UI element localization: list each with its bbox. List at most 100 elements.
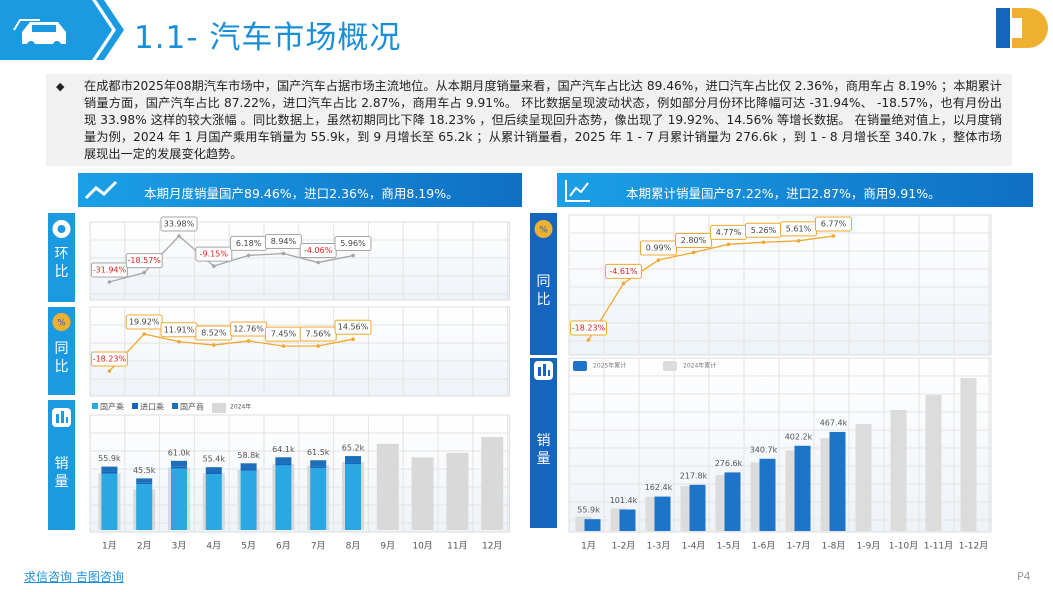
data-label: 7.56% <box>305 329 331 338</box>
bar <box>829 431 846 531</box>
x-tick-label: 1-5月 <box>717 541 741 552</box>
data-label: 12.76% <box>233 324 264 333</box>
label-box <box>125 314 163 330</box>
legend-swatch <box>573 361 587 371</box>
x-tick-label: 1-9月 <box>857 541 881 552</box>
x-tick-label: 1-7月 <box>787 541 811 552</box>
point <box>281 344 286 348</box>
point <box>761 240 766 245</box>
bar-segment <box>136 484 153 530</box>
legend-label: 进口乘 <box>140 402 164 412</box>
side-icon <box>534 220 553 238</box>
bar-segment <box>275 463 292 466</box>
bar-segment <box>345 462 361 465</box>
bar <box>654 496 671 531</box>
point <box>726 242 731 247</box>
bar-segment <box>101 473 118 530</box>
x-tick-label: 10月 <box>412 541 432 552</box>
point <box>796 239 801 243</box>
label-box <box>160 216 198 232</box>
line <box>108 333 354 372</box>
bar-segment <box>310 467 327 530</box>
legend-label: 2024年累计 <box>683 362 716 370</box>
bar <box>584 519 601 531</box>
car-icon <box>13 19 66 49</box>
point <box>107 280 112 284</box>
point <box>831 234 836 238</box>
legend-swatch <box>132 403 138 409</box>
data-label: 0.99% <box>646 244 672 253</box>
data-label: 19.92% <box>129 318 160 327</box>
point <box>177 339 181 344</box>
label-box <box>90 262 128 278</box>
side-label-text: 销量 <box>54 456 69 490</box>
side-label-text: 销量 <box>536 433 551 467</box>
bar <box>855 423 872 531</box>
data-label: 64.1k <box>272 445 295 454</box>
data-label: 55.9k <box>98 454 121 463</box>
banner-right <box>557 173 1033 207</box>
data-label: 101.4k <box>610 496 638 505</box>
bar <box>376 443 399 530</box>
bar-segment <box>240 463 257 469</box>
bar <box>446 452 469 530</box>
point <box>246 339 251 343</box>
bar <box>481 437 504 530</box>
label-box <box>640 240 677 256</box>
data-label: -18.23% <box>93 355 127 364</box>
legend-swatch <box>92 403 98 409</box>
point <box>177 234 181 238</box>
bar-segment <box>171 468 187 530</box>
data-label: -18.57% <box>128 256 162 265</box>
point <box>107 369 112 373</box>
x-tick-label: 1-2月 <box>612 541 636 552</box>
bar-segment <box>345 456 361 463</box>
data-label: 7.45% <box>271 330 297 339</box>
bar-segment <box>240 468 257 471</box>
label-box <box>334 236 372 252</box>
side-box <box>530 358 557 528</box>
bar <box>794 445 811 531</box>
point <box>212 264 216 268</box>
x-tick-label: 1-11月 <box>924 541 953 552</box>
banner-text: 本期月度销量国产89.46%，进口2.36%，商用8.19%。 <box>144 186 459 201</box>
x-tick-label: 11月 <box>447 541 467 552</box>
bar <box>689 484 706 531</box>
x-tick-label: 7月 <box>311 541 326 552</box>
bar-segment <box>240 470 257 530</box>
point <box>656 258 661 262</box>
data-label: 55.4k <box>203 455 226 464</box>
x-tick-label: 8月 <box>346 541 361 552</box>
point <box>246 253 251 258</box>
label-box <box>570 320 607 336</box>
data-label: 6.18% <box>236 239 262 248</box>
x-tick-label: 4月 <box>206 541 221 552</box>
label-box <box>815 216 852 232</box>
data-label: 8.94% <box>271 237 297 246</box>
x-tick-label: 2月 <box>137 541 152 552</box>
bar-segment <box>275 465 292 530</box>
data-label: -31.94% <box>93 266 127 275</box>
legend-label: 2025年累计 <box>593 362 626 370</box>
logo <box>996 8 1048 48</box>
x-tick-label: 5月 <box>241 541 256 552</box>
banner-icon <box>565 180 590 202</box>
data-label: 402.2k <box>785 432 813 441</box>
footer-source: 求信咨询 吉图咨询 <box>24 570 124 584</box>
data-label: 65.2k <box>342 444 365 453</box>
legend-swatch <box>172 403 178 409</box>
legend-swatch <box>663 361 677 371</box>
bar-segment <box>136 482 153 485</box>
x-tick-label: 1-3月 <box>647 541 671 552</box>
data-label: 162.4k <box>645 483 673 492</box>
bar <box>925 394 942 531</box>
x-tick-label: 3月 <box>172 541 187 552</box>
data-label: 5.96% <box>340 239 366 248</box>
point <box>621 281 626 286</box>
x-tick-label: 1月 <box>581 541 596 552</box>
label-box <box>675 233 712 249</box>
point <box>586 338 591 342</box>
side-icon: % <box>57 319 66 329</box>
point <box>142 332 146 336</box>
